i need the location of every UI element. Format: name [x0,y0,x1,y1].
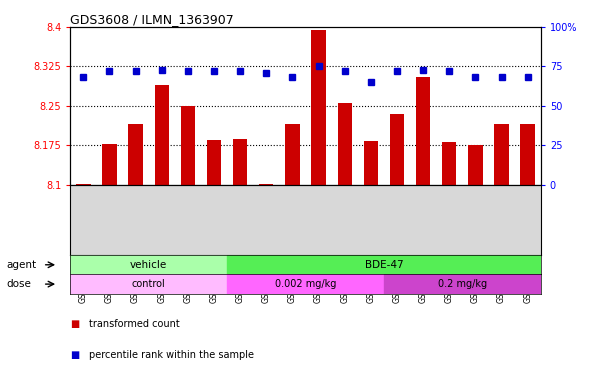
Text: GDS3608 / ILMN_1363907: GDS3608 / ILMN_1363907 [70,13,234,26]
Bar [364,141,378,185]
Bar [233,139,247,185]
Bar [416,77,430,185]
Bar [390,114,404,185]
Bar [494,124,509,185]
Bar [70,255,227,275]
Text: dose: dose [6,279,31,289]
Text: ■: ■ [70,319,79,329]
Text: control: control [132,279,166,289]
Bar [155,85,169,185]
Bar [521,124,535,185]
Text: 0.2 mg/kg: 0.2 mg/kg [437,279,487,289]
Text: vehicle: vehicle [130,260,167,270]
Text: 0.002 mg/kg: 0.002 mg/kg [275,279,336,289]
Bar [285,124,299,185]
Bar [259,184,274,185]
Text: ■: ■ [70,350,79,360]
Text: percentile rank within the sample: percentile rank within the sample [89,350,254,360]
Bar [102,144,117,185]
Bar [227,255,541,275]
Bar [312,30,326,185]
Text: BDE-47: BDE-47 [365,260,403,270]
Bar [207,140,221,185]
Bar [384,275,541,294]
Bar [227,275,384,294]
Bar [468,146,483,185]
Text: transformed count: transformed count [89,319,180,329]
Bar [337,103,352,185]
Bar [70,275,227,294]
Bar [128,124,143,185]
Bar [181,106,195,185]
Bar [76,184,90,185]
Text: agent: agent [6,260,36,270]
Bar [442,142,456,185]
